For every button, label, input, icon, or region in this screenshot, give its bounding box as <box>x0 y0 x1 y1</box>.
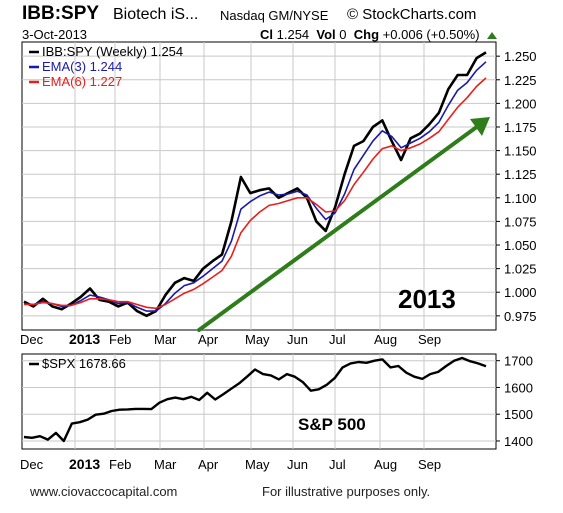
x-tick-label: Mar <box>154 457 177 472</box>
legend-entry: $SPX 1678.66 <box>42 356 126 371</box>
y-tick-label: 1.200 <box>504 96 537 111</box>
year-annotation: 2013 <box>398 284 456 314</box>
disclaimer-note: For illustrative purposes only. <box>262 484 431 499</box>
x-tick-label: Dec <box>20 457 44 472</box>
x-tick-label: Sep <box>418 332 441 347</box>
trend-arrow-head <box>470 117 490 136</box>
security-description: Biotech iS... <box>113 6 199 23</box>
legend-entry: EMA(6) 1.227 <box>42 74 122 89</box>
y-tick-label: 1.025 <box>504 262 537 277</box>
series-line-0 <box>23 356 487 443</box>
x-tick-label: Mar <box>154 332 177 347</box>
x-tick-label: Dec <box>20 332 44 347</box>
close-value: 1.254 <box>276 27 310 42</box>
y-tick-label: 1.125 <box>504 167 537 182</box>
x-tick-label: 2013 <box>69 331 100 347</box>
x-tick-label: Apr <box>198 332 219 347</box>
x-tick-label: Apr <box>198 457 219 472</box>
ticker-symbol: IBB:SPY <box>22 3 100 24</box>
change-value: +0.006 (+0.50%) <box>382 27 480 42</box>
index-annotation: S&P 500 <box>298 415 366 434</box>
x-tick-label: Feb <box>109 332 131 347</box>
x-tick-label: Aug <box>374 332 397 347</box>
close-label: Cl <box>260 27 273 42</box>
up-triangle-icon <box>487 32 498 40</box>
panel-frame <box>21 353 497 450</box>
volume-value: 0 <box>339 27 347 42</box>
x-tick-label: Aug <box>374 457 397 472</box>
x-tick-label: Sep <box>418 457 441 472</box>
x-tick-label: Jun <box>287 332 308 347</box>
website-caption: www.ciovaccocapital.com <box>30 484 178 499</box>
series-line-0 <box>23 51 487 318</box>
y-tick-label: 1.050 <box>504 238 537 253</box>
y-tick-label: 1.150 <box>504 144 537 159</box>
y-tick-label: 1.225 <box>504 73 537 88</box>
series-line-2 <box>24 77 487 310</box>
x-tick-label: Jul <box>329 332 346 347</box>
y-tick-label: 1600 <box>504 380 533 395</box>
change-label: Chg <box>353 27 380 42</box>
volume-label: Vol <box>316 27 336 42</box>
y-tick-label: 1.250 <box>504 49 537 64</box>
y-tick-label: 1.100 <box>504 191 537 206</box>
x-tick-label: Jul <box>329 457 346 472</box>
chart-canvas: 1.250 1.225 1.200 1.175 1.150 1.125 1.100 1.075… <box>20 41 537 472</box>
y-tick-label: 1500 <box>504 407 533 422</box>
x-tick-label: Jun <box>287 457 308 472</box>
y-tick-label: 1.075 <box>504 214 537 229</box>
exchange-label: Nasdaq GM/NYSE <box>220 8 329 23</box>
x-tick-label: Feb <box>109 457 131 472</box>
x-tick-label: May <box>245 457 270 472</box>
y-tick-label: 1400 <box>504 434 533 449</box>
legend-entry: EMA(3) 1.244 <box>42 59 122 74</box>
legend-entry: IBB:SPY (Weekly) 1.254 <box>42 44 183 59</box>
panel-frame <box>21 41 497 331</box>
y-tick-label: 1.175 <box>504 120 537 135</box>
chart-date: 3-Oct-2013 <box>22 27 88 42</box>
y-tick-label: 0.975 <box>504 309 537 324</box>
x-tick-label: May <box>245 332 270 347</box>
series-line-1 <box>23 61 487 312</box>
trend-arrow-shaft <box>197 124 480 332</box>
brand-label: © StockCharts.com <box>347 6 477 23</box>
y-tick-label: 1700 <box>504 354 533 369</box>
y-tick-label: 1.000 <box>504 285 537 300</box>
quote-values: Cl 1.254 Vol 0 Chg +0.006 (+0.50%) <box>260 27 498 42</box>
x-tick-label: 2013 <box>69 456 100 472</box>
